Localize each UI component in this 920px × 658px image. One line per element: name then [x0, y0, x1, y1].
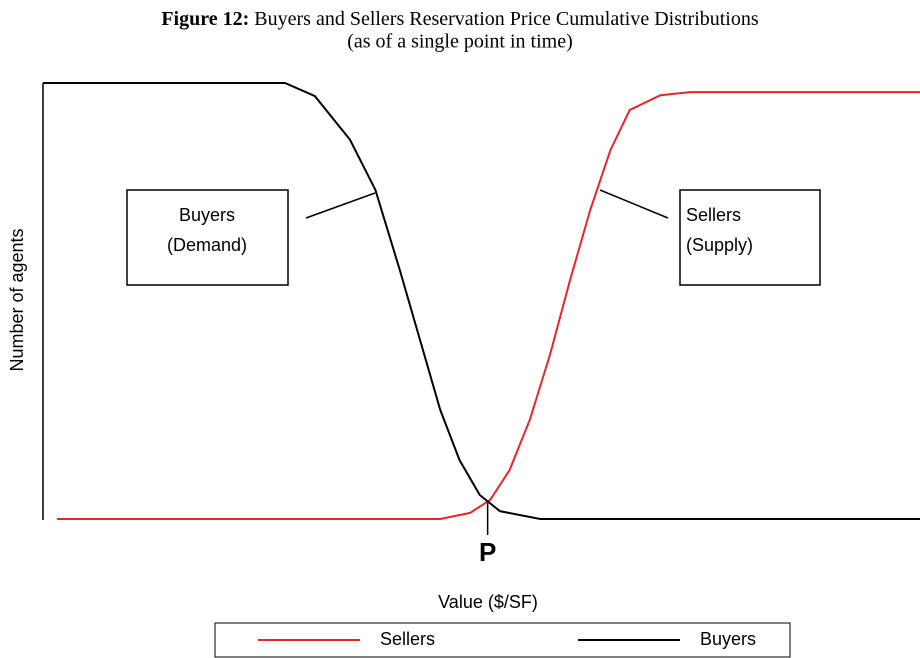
title-text: Buyers and Sellers Reservation Price Cum… [254, 8, 759, 30]
x-axis-label: Value ($/SF) [438, 592, 538, 612]
legend-label: Sellers [380, 629, 435, 649]
leader-line [305, 192, 376, 219]
series-line [57, 91, 920, 520]
figure-label: Figure 12: [161, 8, 249, 30]
equilibrium-label: P [479, 537, 496, 567]
annotation-text: Sellers [686, 205, 741, 225]
series-line [43, 82, 920, 520]
chart-subtitle: (as of a single point in time) [347, 31, 573, 53]
annotation-box [679, 189, 821, 286]
annotation-text: (Demand) [167, 235, 247, 255]
leader-line [599, 189, 669, 219]
y-axis-label: Number of agents [7, 228, 27, 371]
chart-title: Figure 12: Buyers and Sellers Reservatio… [161, 8, 759, 30]
annotation-text: (Supply) [686, 235, 753, 255]
annotation-box [126, 189, 289, 286]
annotation-text: Buyers [179, 205, 235, 225]
legend-label: Buyers [700, 629, 756, 649]
